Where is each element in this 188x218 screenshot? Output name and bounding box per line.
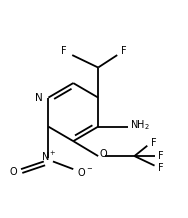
Text: F: F xyxy=(61,46,67,56)
Text: F: F xyxy=(121,46,127,56)
Text: N$^+$: N$^+$ xyxy=(41,150,56,163)
Text: F: F xyxy=(158,151,164,161)
Text: F: F xyxy=(151,138,157,148)
Text: O: O xyxy=(100,149,107,159)
Text: N: N xyxy=(36,93,43,103)
Text: O: O xyxy=(10,167,17,177)
Text: NH$_2$: NH$_2$ xyxy=(130,119,150,133)
Text: F: F xyxy=(158,163,164,173)
Text: O$^-$: O$^-$ xyxy=(77,166,93,178)
